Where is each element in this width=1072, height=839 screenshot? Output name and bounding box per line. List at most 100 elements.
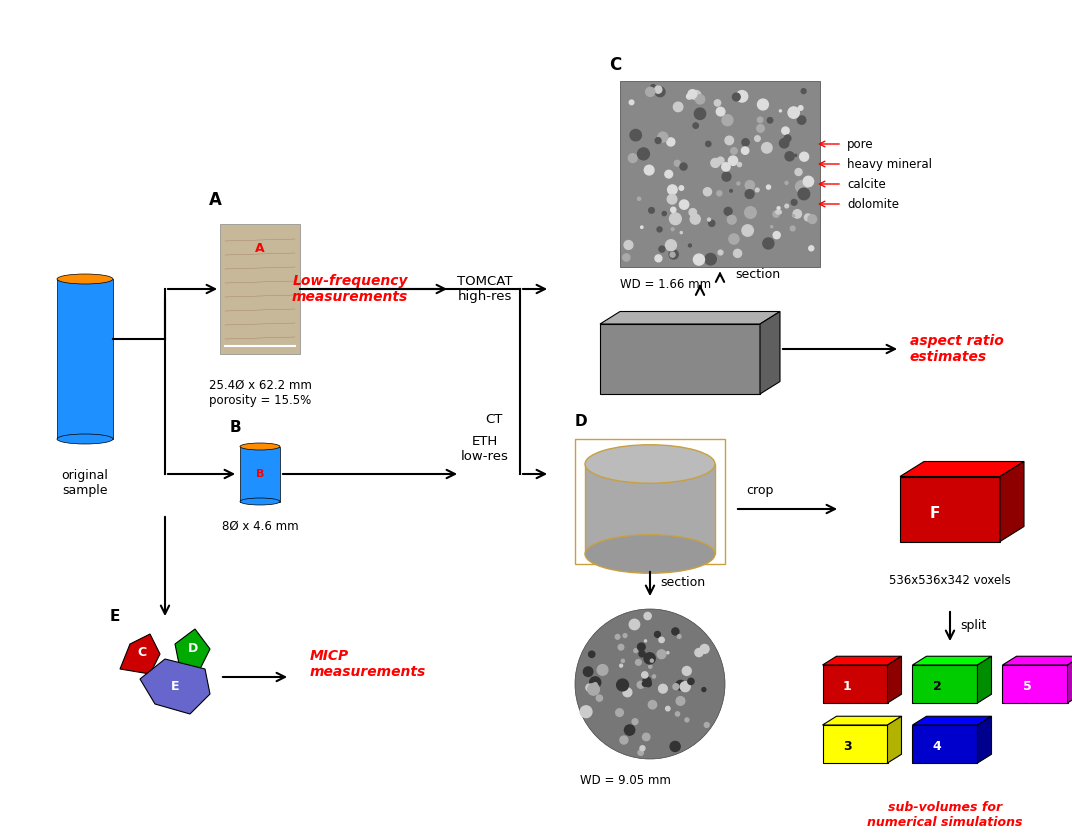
Circle shape [681, 232, 683, 233]
Circle shape [788, 107, 800, 118]
Circle shape [670, 213, 681, 225]
Circle shape [682, 666, 691, 675]
Circle shape [690, 214, 700, 224]
Circle shape [644, 165, 654, 175]
Bar [620, 81, 820, 267]
Circle shape [615, 709, 623, 717]
Circle shape [673, 684, 679, 690]
Circle shape [671, 228, 674, 231]
Circle shape [681, 681, 690, 691]
Polygon shape [888, 656, 902, 703]
Circle shape [798, 116, 806, 124]
Circle shape [776, 211, 779, 214]
Circle shape [705, 141, 711, 147]
Circle shape [659, 638, 665, 643]
Circle shape [619, 644, 624, 650]
Circle shape [649, 665, 652, 668]
Text: section: section [735, 268, 780, 281]
Text: C: C [137, 645, 147, 659]
Text: 536x536x342 voxels: 536x536x342 voxels [889, 574, 1011, 587]
Circle shape [674, 160, 680, 166]
Bar [822, 725, 888, 763]
Circle shape [587, 684, 599, 696]
Circle shape [632, 719, 638, 725]
Circle shape [801, 89, 806, 93]
Text: pore: pore [847, 138, 874, 150]
Polygon shape [760, 311, 780, 394]
Circle shape [685, 718, 689, 722]
Circle shape [742, 225, 754, 237]
Bar [822, 665, 888, 703]
Circle shape [690, 96, 693, 99]
Circle shape [649, 701, 657, 709]
Circle shape [691, 91, 701, 100]
Text: 25.4Ø x 62.2 mm
porosity = 15.5%: 25.4Ø x 62.2 mm porosity = 15.5% [209, 379, 312, 407]
Circle shape [639, 651, 645, 657]
Circle shape [717, 157, 724, 164]
Circle shape [742, 138, 749, 146]
Polygon shape [120, 634, 160, 674]
Text: heavy mineral: heavy mineral [847, 158, 932, 170]
Circle shape [700, 644, 709, 654]
Circle shape [745, 180, 755, 190]
Circle shape [761, 143, 772, 153]
Circle shape [703, 188, 712, 195]
Circle shape [794, 154, 796, 156]
Circle shape [662, 211, 667, 216]
Circle shape [779, 110, 781, 112]
Circle shape [658, 132, 668, 142]
Circle shape [583, 667, 593, 676]
Text: C: C [609, 55, 621, 74]
Text: original
sample: original sample [61, 469, 108, 497]
Text: D: D [188, 643, 198, 655]
Circle shape [621, 680, 626, 685]
Bar [585, 464, 715, 554]
Circle shape [645, 87, 655, 96]
Text: MICP
measurements: MICP measurements [310, 649, 427, 679]
Bar [57, 279, 113, 439]
Circle shape [645, 680, 652, 686]
Circle shape [708, 218, 711, 221]
Circle shape [709, 220, 715, 227]
Circle shape [693, 123, 698, 128]
Circle shape [680, 163, 687, 170]
Circle shape [643, 677, 651, 685]
Polygon shape [1002, 656, 1072, 665]
Circle shape [778, 211, 781, 214]
Text: aspect ratio
estimates: aspect ratio estimates [910, 334, 1003, 364]
Polygon shape [888, 717, 902, 763]
Circle shape [668, 185, 678, 195]
Text: 4: 4 [933, 739, 941, 753]
Circle shape [670, 253, 675, 258]
Text: sub-volumes for
numerical simulations: sub-volumes for numerical simulations [867, 801, 1023, 829]
Text: ETH
low-res: ETH low-res [461, 435, 509, 463]
Circle shape [732, 93, 740, 101]
Circle shape [758, 117, 763, 122]
Circle shape [638, 148, 650, 159]
Circle shape [714, 100, 720, 106]
Circle shape [745, 206, 756, 218]
Circle shape [620, 664, 623, 667]
Circle shape [785, 204, 789, 208]
Circle shape [694, 254, 704, 265]
Circle shape [756, 188, 759, 192]
Circle shape [755, 136, 760, 141]
Circle shape [738, 163, 742, 167]
Circle shape [628, 242, 631, 244]
Text: calcite: calcite [847, 178, 885, 190]
Text: E: E [170, 680, 179, 694]
Circle shape [768, 117, 773, 123]
Circle shape [586, 684, 593, 691]
Text: CT: CT [485, 413, 503, 425]
Circle shape [679, 185, 684, 190]
Circle shape [630, 129, 641, 141]
Text: TOMCAT
high-res: TOMCAT high-res [458, 275, 512, 303]
Text: 8Ø x 4.6 mm: 8Ø x 4.6 mm [222, 519, 298, 533]
Circle shape [704, 722, 710, 727]
Circle shape [657, 227, 662, 232]
Circle shape [705, 253, 716, 265]
Circle shape [717, 190, 721, 195]
Polygon shape [1000, 461, 1024, 541]
Circle shape [649, 207, 654, 213]
Circle shape [791, 200, 796, 206]
